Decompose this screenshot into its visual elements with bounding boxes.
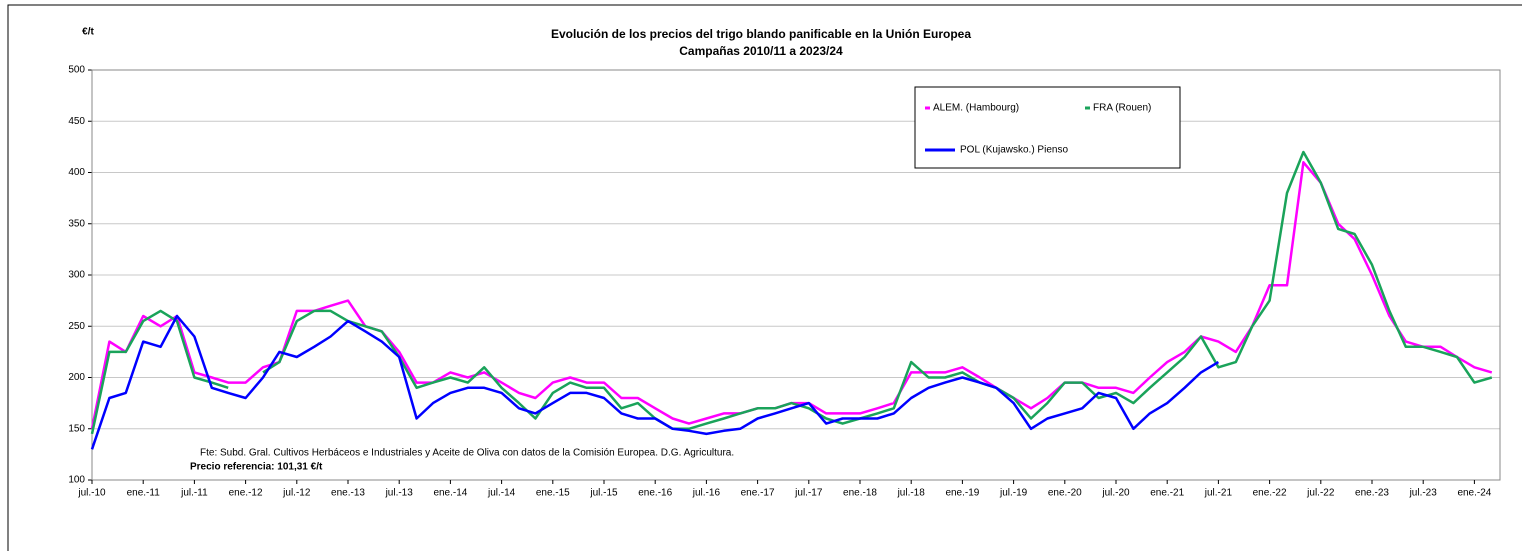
x-tick-label: ene.-16 [638, 488, 672, 499]
y-tick-label: 400 [68, 167, 85, 178]
chart-subtitle: Campañas 2010/11 a 2023/24 [679, 44, 843, 58]
x-tick-label: ene.-23 [1355, 488, 1389, 499]
x-tick-label: ene.-19 [945, 488, 979, 499]
x-tick-label: jul.-11 [180, 488, 208, 499]
x-tick-label: ene.-14 [433, 488, 467, 499]
x-tick-label: jul.-19 [999, 488, 1028, 499]
x-tick-label: ene.-22 [1253, 488, 1287, 499]
x-tick-label: ene.-24 [1457, 488, 1491, 499]
x-tick-label: jul.-21 [1204, 488, 1233, 499]
x-tick-label: ene.-13 [331, 488, 365, 499]
legend-label: POL (Kujawsko.) Pienso [960, 145, 1068, 156]
reference-note: Precio referencia: 101,31 €/t [190, 462, 323, 473]
x-tick-label: ene.-18 [843, 488, 877, 499]
y-tick-label: 450 [68, 116, 85, 127]
x-tick-label: jul.-23 [1409, 488, 1438, 499]
x-tick-label: jul.-20 [1101, 488, 1130, 499]
x-tick-label: jul.-13 [385, 488, 414, 499]
y-tick-label: 350 [68, 218, 85, 229]
frame [7, 4, 1522, 551]
series-line [90, 150, 1493, 435]
x-tick-label: jul.-15 [589, 488, 618, 499]
x-tick-label: jul.-16 [692, 488, 721, 499]
x-tick-label: ene.-11 [127, 488, 161, 499]
plot-border [91, 69, 1501, 481]
x-tick-label: ene.-15 [536, 488, 570, 499]
y-tick-label: 500 [68, 65, 85, 76]
x-tick-label: ene.-20 [1048, 488, 1082, 499]
x-tick-label: ene.-12 [229, 488, 263, 499]
legend-label: ALEM. (Hambourg) [933, 103, 1019, 114]
x-tick-label: jul.-12 [282, 488, 311, 499]
legend-label: FRA (Rouen) [1093, 103, 1151, 114]
x-tick-label: ene.-17 [741, 488, 775, 499]
x-tick-label: jul.-22 [1306, 488, 1335, 499]
y-tick-label: 150 [68, 423, 85, 434]
x-tick-label: jul.-17 [794, 488, 823, 499]
chart-title: Evolución de los precios del trigo bland… [551, 27, 971, 41]
x-tick-label: jul.-10 [77, 488, 106, 499]
y-axis-label: €/t [82, 27, 94, 38]
x-tick-label: jul.-14 [487, 488, 516, 499]
series-line [90, 314, 1220, 450]
y-tick-label: 100 [68, 475, 85, 486]
x-tick-label: ene.-21 [1150, 488, 1184, 499]
x-tick-label: jul.-18 [897, 488, 926, 499]
source-note: Fte: Subd. Gral. Cultivos Herbáceos e In… [200, 448, 734, 459]
series-line [90, 161, 1493, 430]
legend-box [914, 86, 1181, 169]
y-tick-label: 200 [68, 372, 85, 383]
y-tick-label: 300 [68, 270, 85, 281]
y-tick-label: 250 [68, 321, 85, 332]
